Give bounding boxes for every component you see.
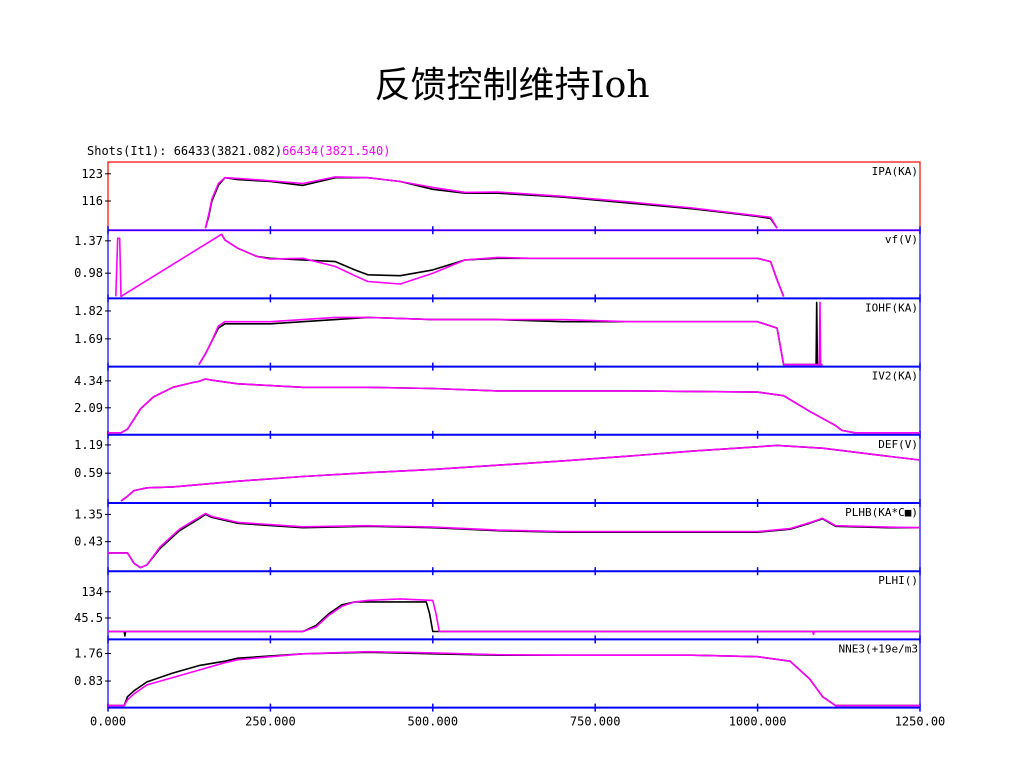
series-line-shot2 <box>120 444 921 502</box>
y-tick-label: 2.09 <box>74 401 103 415</box>
series-line-shot1 <box>108 513 920 569</box>
panel-name: PLHB(KA*C■) <box>845 506 918 519</box>
y-tick-label: 116 <box>81 194 103 208</box>
panel-frame <box>107 161 921 231</box>
series-line-shot2 <box>115 233 785 298</box>
x-tick-label: 1000.000 <box>729 715 787 729</box>
panel-frame <box>107 570 921 641</box>
series-line-shot2 <box>108 650 920 707</box>
y-tick-label: 134 <box>81 585 103 599</box>
panel-name: NNE3(+19e/m3 <box>839 642 918 655</box>
x-tick-label: 0.000 <box>90 715 126 729</box>
panel-name: PLHI() <box>878 574 918 587</box>
y-tick-label: 1.69 <box>74 332 103 346</box>
series-line-shot1 <box>198 301 823 366</box>
y-tick-label: 45.5 <box>74 611 103 625</box>
y-tick-label: 1.76 <box>74 646 103 660</box>
series-line-shot1 <box>108 651 920 707</box>
x-tick-label: 1250.00 <box>895 715 946 729</box>
series-line-shot1 <box>204 176 778 229</box>
shots-header: Shots(It1): 66433(3821.082)66434(3821.54… <box>87 144 390 158</box>
panel-frame <box>107 502 921 572</box>
y-tick-label: 0.98 <box>74 266 103 280</box>
y-tick-label: 1.19 <box>74 438 103 452</box>
panel-frame <box>107 297 921 368</box>
x-tick-label: 750.000 <box>570 715 621 729</box>
series-line-shot2 <box>108 378 920 434</box>
y-tick-label: 123 <box>81 167 103 181</box>
series-line-shot2 <box>204 176 778 229</box>
y-tick-label: 1.35 <box>74 507 103 521</box>
y-tick-label: 0.43 <box>74 535 103 549</box>
x-tick-label: 250.000 <box>245 715 296 729</box>
panel-name: IPA(KA) <box>872 165 918 178</box>
series-line-shot2 <box>108 598 920 636</box>
panel-name: DEF(V) <box>878 438 918 451</box>
x-tick-label: 500.000 <box>408 715 459 729</box>
series-line-shot1 <box>108 378 920 434</box>
y-tick-label: 0.83 <box>74 674 103 688</box>
shot1-label: Shots(It1): 66433(3821.082) <box>87 144 283 158</box>
series-line-shot1 <box>120 444 921 502</box>
series-line-shot2 <box>198 301 823 366</box>
slide-title: 反馈控制维持Ioh <box>374 65 650 106</box>
panel-name: IV2(KA) <box>872 370 918 383</box>
shot2-label: 66434(3821.540) <box>282 144 391 158</box>
panel-frame <box>107 434 921 504</box>
y-tick-label: 1.37 <box>74 234 103 248</box>
series-line-shot2 <box>108 512 921 569</box>
series-line-shot1 <box>220 233 785 297</box>
panel-frame <box>107 229 921 299</box>
panel-frame <box>107 638 921 709</box>
panel-name: vf(V) <box>885 233 918 246</box>
y-tick-label: 1.82 <box>74 304 103 318</box>
panel-name: IOHF(KA) <box>865 301 918 314</box>
y-tick-label: 4.34 <box>74 374 103 388</box>
y-tick-label: 0.59 <box>74 466 103 480</box>
panel-frame <box>107 366 921 436</box>
